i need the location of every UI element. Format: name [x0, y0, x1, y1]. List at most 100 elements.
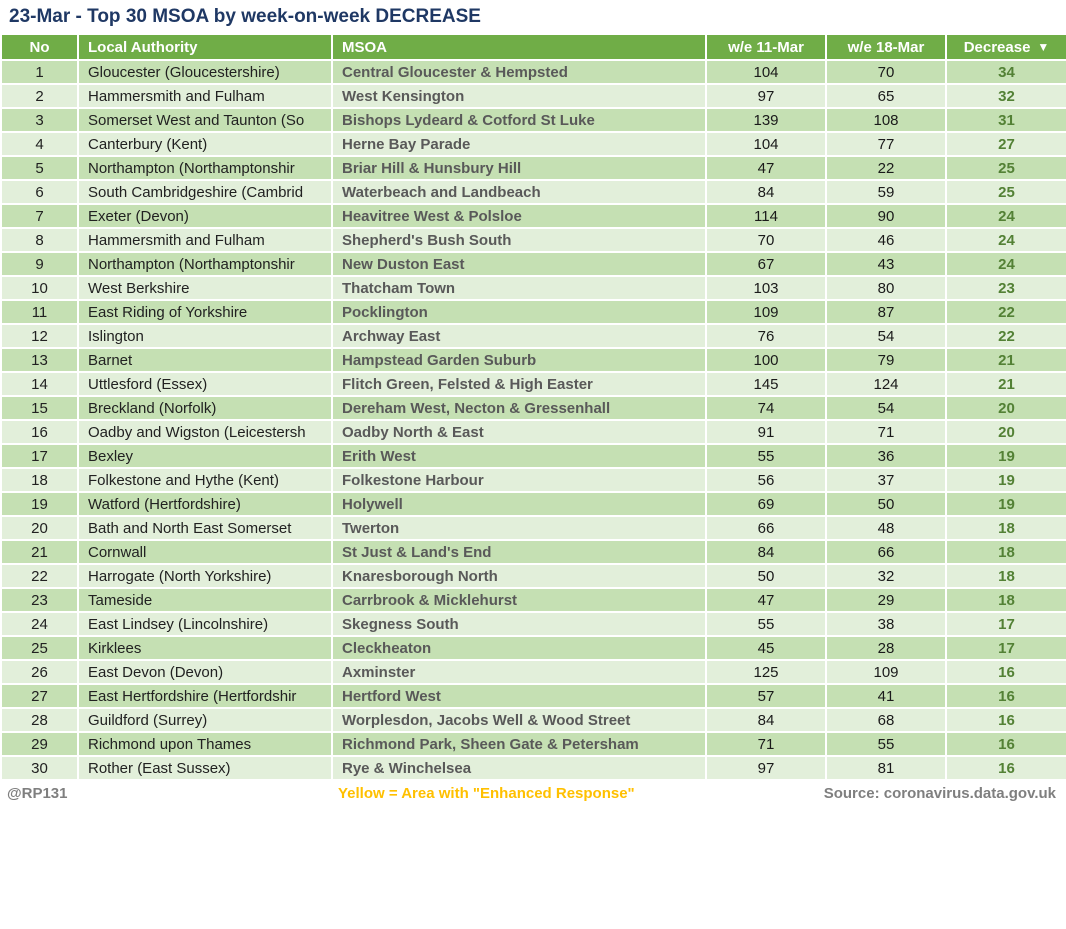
local-authority-cell: Richmond upon Thames [77, 731, 333, 757]
sort-descending-icon[interactable]: ▼ [1037, 39, 1050, 54]
we-18-mar-cell: 38 [825, 611, 947, 637]
table-row: 14 Uttlesford (Essex) Flitch Green, Felste… [0, 371, 1066, 397]
local-authority-cell: Oadby and Wigston (Leicestersh [77, 419, 333, 445]
local-authority-cell: Northampton (Northamptonshir [77, 251, 333, 277]
we-11-mar-cell: 100 [705, 347, 827, 373]
we-11-mar-cell: 109 [705, 299, 827, 325]
decrease-cell: 24 [945, 203, 1066, 229]
decrease-cell: 24 [945, 251, 1066, 277]
msoa-cell: Briar Hill & Hunsbury Hill [331, 155, 707, 181]
decrease-cell: 23 [945, 275, 1066, 301]
we-18-mar-cell: 32 [825, 563, 947, 589]
msoa-cell: Skegness South [331, 611, 707, 637]
msoa-cell: Heavitree West & Polsloe [331, 203, 707, 229]
table-row: 27 East Hertfordshire (Hertfordshir Hertfo… [0, 683, 1066, 709]
rank-cell: 2 [0, 83, 79, 109]
we-11-mar-cell: 67 [705, 251, 827, 277]
we-11-mar-cell: 66 [705, 515, 827, 541]
we-11-mar-cell: 69 [705, 491, 827, 517]
table-row: 6 South Cambridgeshire (Cambrid Waterbeach… [0, 179, 1066, 205]
rank-cell: 24 [0, 611, 79, 637]
we-11-mar-cell: 47 [705, 587, 827, 613]
msoa-cell: Shepherd's Bush South [331, 227, 707, 253]
rank-cell: 30 [0, 755, 79, 781]
rank-cell: 20 [0, 515, 79, 541]
we-18-mar-cell: 50 [825, 491, 947, 517]
decrease-cell: 18 [945, 539, 1066, 565]
table-row: 25 Kirklees Cleckheaton 45 28 17 [0, 635, 1066, 661]
we-11-mar-cell: 104 [705, 131, 827, 157]
local-authority-cell: Exeter (Devon) [77, 203, 333, 229]
we-18-mar-cell: 77 [825, 131, 947, 157]
table-row: 20 Bath and North East Somerset Twerton 66 4… [0, 515, 1066, 541]
local-authority-cell: Bexley [77, 443, 333, 469]
we-18-mar-cell: 36 [825, 443, 947, 469]
we-11-mar-cell: 91 [705, 419, 827, 445]
msoa-cell: Cleckheaton [331, 635, 707, 661]
rank-cell: 17 [0, 443, 79, 469]
we-18-mar-cell: 80 [825, 275, 947, 301]
we-18-mar-cell: 65 [825, 83, 947, 109]
decrease-cell: 21 [945, 347, 1066, 373]
we-18-mar-cell: 41 [825, 683, 947, 709]
msoa-cell: Axminster [331, 659, 707, 685]
rank-cell: 27 [0, 683, 79, 709]
rank-cell: 15 [0, 395, 79, 421]
local-authority-cell: East Hertfordshire (Hertfordshir [77, 683, 333, 709]
decrease-cell: 25 [945, 155, 1066, 181]
we-18-mar-cell: 43 [825, 251, 947, 277]
msoa-cell: Erith West [331, 443, 707, 469]
decrease-cell: 19 [945, 443, 1066, 469]
we-18-mar-cell: 79 [825, 347, 947, 373]
table-row: 28 Guildford (Surrey) Worplesdon, Jacobs W… [0, 707, 1066, 733]
we-18-mar-cell: 90 [825, 203, 947, 229]
we-11-mar-cell: 84 [705, 707, 827, 733]
msoa-cell: Carrbrook & Micklehurst [331, 587, 707, 613]
rank-cell: 21 [0, 539, 79, 565]
msoa-cell: Bishops Lydeard & Cotford St Luke [331, 107, 707, 133]
we-11-mar-cell: 145 [705, 371, 827, 397]
we-11-mar-cell: 84 [705, 539, 827, 565]
rank-cell: 29 [0, 731, 79, 757]
decrease-cell: 22 [945, 323, 1066, 349]
local-authority-cell: South Cambridgeshire (Cambrid [77, 179, 333, 205]
we-11-mar-cell: 47 [705, 155, 827, 181]
rank-cell: 14 [0, 371, 79, 397]
we-18-mar-cell: 28 [825, 635, 947, 661]
local-authority-cell: East Lindsey (Lincolnshire) [77, 611, 333, 637]
table-row: 29 Richmond upon Thames Richmond Park, She… [0, 731, 1066, 757]
local-authority-cell: Barnet [77, 347, 333, 373]
col-header-local-authority: Local Authority [77, 33, 333, 61]
decrease-cell: 17 [945, 635, 1066, 661]
decrease-cell: 16 [945, 659, 1066, 685]
we-18-mar-cell: 48 [825, 515, 947, 541]
table-row: 5 Northampton (Northamptonshir Briar Hill … [0, 155, 1066, 181]
msoa-cell: Rye & Winchelsea [331, 755, 707, 781]
decrease-cell: 24 [945, 227, 1066, 253]
rank-cell: 13 [0, 347, 79, 373]
decrease-cell: 31 [945, 107, 1066, 133]
msoa-cell: Flitch Green, Felsted & High Easter [331, 371, 707, 397]
we-11-mar-cell: 50 [705, 563, 827, 589]
rank-cell: 11 [0, 299, 79, 325]
table-row: 30 Rother (East Sussex) Rye & Winchelsea 97… [0, 755, 1066, 781]
footer: @RP131 Yellow = Area with "Enhanced Resp… [0, 782, 1066, 808]
local-authority-cell: Canterbury (Kent) [77, 131, 333, 157]
decrease-cell: 20 [945, 419, 1066, 445]
rank-cell: 28 [0, 707, 79, 733]
we-11-mar-cell: 104 [705, 59, 827, 85]
msoa-cell: St Just & Land's End [331, 539, 707, 565]
table-row: 12 Islington Archway East 76 54 22 [0, 323, 1066, 349]
rank-cell: 10 [0, 275, 79, 301]
table-row: 7 Exeter (Devon) Heavitree West & Polsloe 1… [0, 203, 1066, 229]
local-authority-cell: Hammersmith and Fulham [77, 227, 333, 253]
rank-cell: 6 [0, 179, 79, 205]
rank-cell: 26 [0, 659, 79, 685]
msoa-cell: Thatcham Town [331, 275, 707, 301]
we-18-mar-cell: 37 [825, 467, 947, 493]
table-row: 2 Hammersmith and Fulham West Kensington 97… [0, 83, 1066, 109]
table-row: 3 Somerset West and Taunton (So Bishops Ly… [0, 107, 1066, 133]
table-row: 16 Oadby and Wigston (Leicestersh Oadby No… [0, 419, 1066, 445]
decrease-cell: 25 [945, 179, 1066, 205]
enhanced-response-legend: Yellow = Area with "Enhanced Response" [338, 785, 635, 802]
